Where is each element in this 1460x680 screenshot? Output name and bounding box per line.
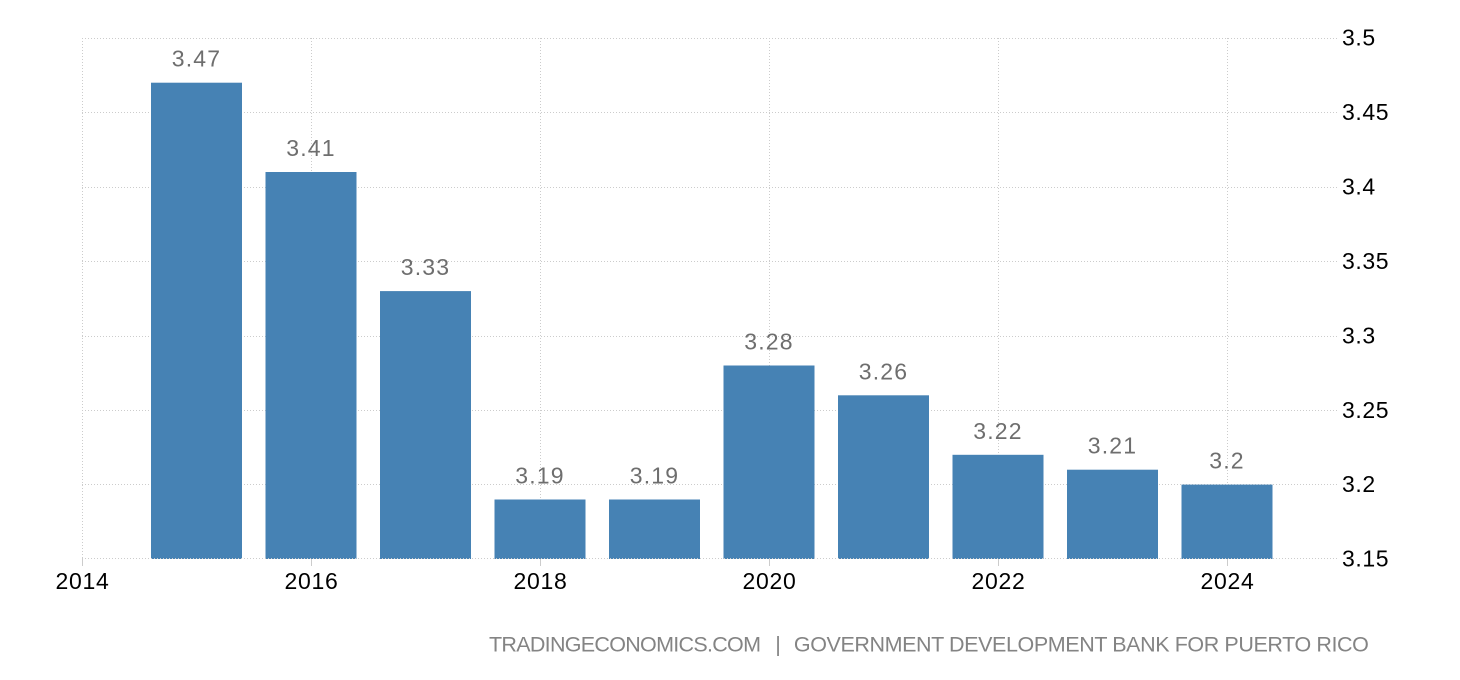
svg-text:3.21: 3.21: [1088, 433, 1138, 459]
svg-text:3.3: 3.3: [1342, 323, 1376, 349]
svg-text:2022: 2022: [972, 568, 1026, 594]
svg-text:3.25: 3.25: [1342, 397, 1389, 423]
svg-text:3.4: 3.4: [1342, 174, 1376, 200]
svg-text:3.19: 3.19: [630, 463, 680, 489]
svg-text:2014: 2014: [56, 568, 110, 594]
svg-text:TRADINGECONOMICS.COM|GOVERNMEN: TRADINGECONOMICS.COM | GOVERNMENT DEVELOPM…: [489, 633, 1369, 657]
svg-text:3.33: 3.33: [401, 254, 451, 280]
svg-text:3.15: 3.15: [1342, 546, 1389, 572]
svg-text:2020: 2020: [743, 568, 797, 594]
svg-text:3.47: 3.47: [172, 46, 222, 72]
svg-text:3.26: 3.26: [859, 358, 909, 384]
svg-text:3.2: 3.2: [1209, 448, 1245, 474]
svg-text:3.28: 3.28: [744, 329, 794, 355]
svg-text:3.41: 3.41: [286, 135, 336, 161]
svg-text:3.5: 3.5: [1342, 25, 1376, 51]
svg-text:2024: 2024: [1201, 568, 1255, 594]
svg-text:3.45: 3.45: [1342, 99, 1389, 125]
svg-text:3.2: 3.2: [1342, 471, 1376, 497]
svg-text:3.35: 3.35: [1342, 248, 1389, 274]
svg-text:2016: 2016: [285, 568, 339, 594]
svg-text:3.19: 3.19: [515, 463, 565, 489]
svg-text:3.22: 3.22: [973, 418, 1023, 444]
svg-text:2018: 2018: [514, 568, 568, 594]
